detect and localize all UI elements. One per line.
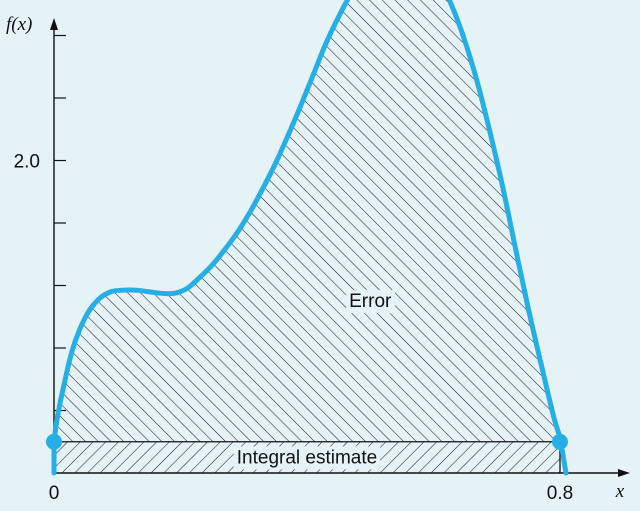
function-curve: [51, 0, 563, 445]
y-ticks: [54, 34, 66, 412]
y-axis-title: f(x): [6, 14, 32, 35]
endpoint-marker: [46, 433, 62, 450]
x-tick-label: 0.8: [547, 483, 573, 504]
tick-labels: 2.0 0 0.8: [14, 152, 574, 505]
y-tick-label: 2.0: [14, 152, 40, 173]
error-region: [54, 0, 560, 442]
endpoint-marker: [552, 433, 568, 450]
x-axis-title: x: [615, 481, 625, 502]
y-axis-arrowhead: [50, 18, 58, 30]
estimate-label-background: [233, 446, 381, 470]
x-tick-label: 0: [49, 483, 60, 504]
error-label: Error: [349, 291, 392, 312]
endpoint-markers: [46, 433, 569, 476]
x-axis-arrowhead: [618, 469, 630, 477]
hatched-regions: [54, 0, 561, 473]
integral-estimate-label: Integral estimate: [237, 447, 377, 468]
axes: 2.0 0 0.8 f(x) x: [6, 14, 630, 505]
error-label-background: [346, 290, 396, 314]
